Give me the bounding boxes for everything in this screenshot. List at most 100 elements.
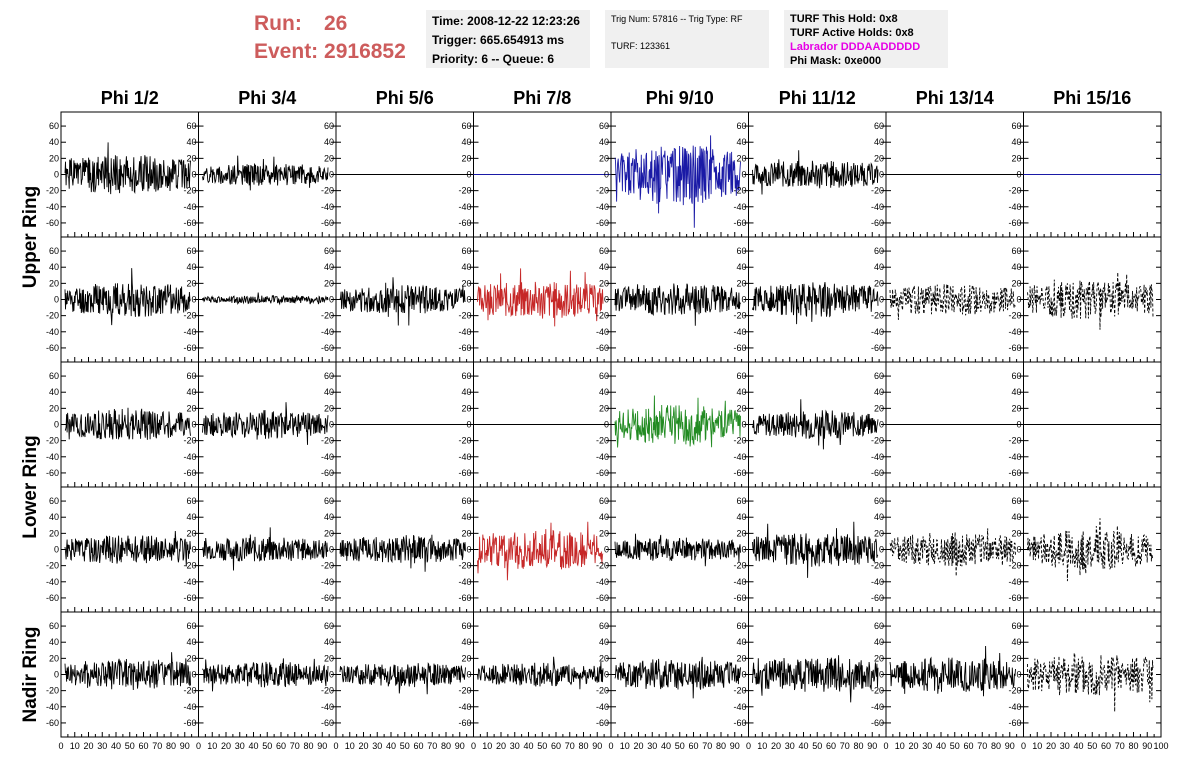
y-tick-label: -60 — [1008, 593, 1021, 603]
x-tick-label: 40 — [386, 741, 396, 751]
waveform-trace-r3-c2 — [202, 402, 329, 445]
column-title-3: Phi 5/6 — [376, 88, 434, 108]
y-tick-label: -40 — [183, 202, 196, 212]
y-tick-label: 40 — [49, 512, 59, 522]
x-tick-label: 90 — [1142, 741, 1152, 751]
y-tick-label: 40 — [324, 637, 334, 647]
y-tick-label: -20 — [321, 436, 334, 446]
y-tick-label: 40 — [461, 137, 471, 147]
y-tick-label: 20 — [324, 153, 334, 163]
y-tick-label: -40 — [458, 202, 471, 212]
y-tick-label: 0 — [191, 670, 196, 680]
x-tick-label: 70 — [565, 741, 575, 751]
x-tick-label: 20 — [358, 741, 368, 751]
y-tick-label: 0 — [1016, 295, 1021, 305]
priority-text: Priority: 6 -- Queue: 6 — [432, 52, 555, 66]
x-tick-label: 30 — [510, 741, 520, 751]
y-tick-label: 60 — [186, 246, 196, 256]
y-tick-label: 0 — [54, 670, 59, 680]
y-tick-label: -20 — [321, 186, 334, 196]
y-tick-label: 60 — [736, 621, 746, 631]
ring-title-3: Nadir Ring — [20, 626, 41, 722]
y-tick-label: 40 — [599, 637, 609, 647]
waveform-trace-r2-c8 — [1027, 272, 1154, 330]
y-tick-label: -20 — [871, 186, 884, 196]
y-tick-label: -60 — [458, 343, 471, 353]
y-tick-label: -20 — [183, 561, 196, 571]
x-tick-label: 70 — [702, 741, 712, 751]
waveform-trace-r1-c1 — [64, 142, 191, 195]
waveform-trace-r5-c6 — [752, 655, 879, 703]
waveform-trace-r5-c8 — [1027, 652, 1154, 712]
y-tick-label: -40 — [733, 577, 746, 587]
y-tick-label: 20 — [874, 278, 884, 288]
x-tick-label: 50 — [537, 741, 547, 751]
waveform-trace-r4-c2 — [202, 527, 329, 571]
x-tick-label: 30 — [922, 741, 932, 751]
y-tick-label: 60 — [324, 496, 334, 506]
y-tick-label: 60 — [1011, 621, 1021, 631]
y-tick-label: 60 — [736, 121, 746, 131]
x-tick-label: 90 — [730, 741, 740, 751]
y-tick-label: 40 — [1011, 387, 1021, 397]
y-tick-label: 60 — [49, 496, 59, 506]
phi-mask-text: Phi Mask: 0xe000 — [790, 55, 882, 67]
y-tick-label: 0 — [879, 295, 884, 305]
y-tick-label: 20 — [461, 528, 471, 538]
x-tick-label: 70 — [290, 741, 300, 751]
x-tick-label: 70 — [977, 741, 987, 751]
y-tick-label: -20 — [46, 686, 59, 696]
x-tick-label: 90 — [1005, 741, 1015, 751]
y-tick-label: -20 — [733, 686, 746, 696]
y-tick-label: -60 — [1008, 468, 1021, 478]
y-tick-label: -40 — [733, 327, 746, 337]
x-tick-label: 30 — [1060, 741, 1070, 751]
y-tick-label: 40 — [461, 637, 471, 647]
y-tick-label: -20 — [1008, 186, 1021, 196]
x-tick-label: 50 — [812, 741, 822, 751]
y-tick-label: -40 — [733, 702, 746, 712]
y-tick-label: 40 — [736, 512, 746, 522]
y-tick-label: -40 — [46, 702, 59, 712]
waveform-trace-r4-c1 — [64, 530, 191, 567]
y-tick-label: -40 — [1008, 702, 1021, 712]
y-tick-label: -40 — [596, 577, 609, 587]
y-tick-label: 0 — [466, 295, 471, 305]
y-tick-label: -60 — [321, 218, 334, 228]
y-tick-label: -60 — [733, 718, 746, 728]
column-title-5: Phi 9/10 — [646, 88, 714, 108]
x-tick-label: 20 — [1046, 741, 1056, 751]
y-tick-label: 60 — [324, 246, 334, 256]
y-tick-label: -40 — [596, 202, 609, 212]
y-tick-label: 20 — [599, 528, 609, 538]
waveform-trace-r1-c2 — [202, 155, 329, 191]
y-tick-label: 60 — [49, 121, 59, 131]
y-tick-label: -20 — [321, 561, 334, 571]
y-tick-label: -20 — [596, 311, 609, 321]
waveform-trace-r5-c4 — [477, 656, 604, 690]
y-tick-label: 60 — [1011, 121, 1021, 131]
y-tick-label: -60 — [46, 718, 59, 728]
x-tick-label: 80 — [853, 741, 863, 751]
x-tick-label: 20 — [633, 741, 643, 751]
y-tick-label: 40 — [186, 137, 196, 147]
y-tick-label: 60 — [186, 496, 196, 506]
x-tick-label: 40 — [798, 741, 808, 751]
y-tick-label: 60 — [736, 371, 746, 381]
y-tick-label: 40 — [324, 512, 334, 522]
y-tick-label: -20 — [1008, 686, 1021, 696]
y-tick-label: -40 — [871, 577, 884, 587]
trigger-info-box: Time: 2008-12-22 12:23:26 Trigger: 665.6… — [426, 10, 590, 68]
y-tick-label: 40 — [736, 262, 746, 272]
x-tick-label: 40 — [111, 741, 121, 751]
x-tick-label: 0 — [58, 741, 63, 751]
x-tick-label: 60 — [138, 741, 148, 751]
y-tick-label: 40 — [599, 137, 609, 147]
x-tick-label: 70 — [840, 741, 850, 751]
x-tick-label: 80 — [991, 741, 1001, 751]
y-tick-label: 0 — [466, 545, 471, 555]
y-tick-label: 20 — [599, 153, 609, 163]
x-tick-label: 20 — [771, 741, 781, 751]
y-tick-label: -20 — [321, 311, 334, 321]
y-tick-label: 40 — [736, 387, 746, 397]
